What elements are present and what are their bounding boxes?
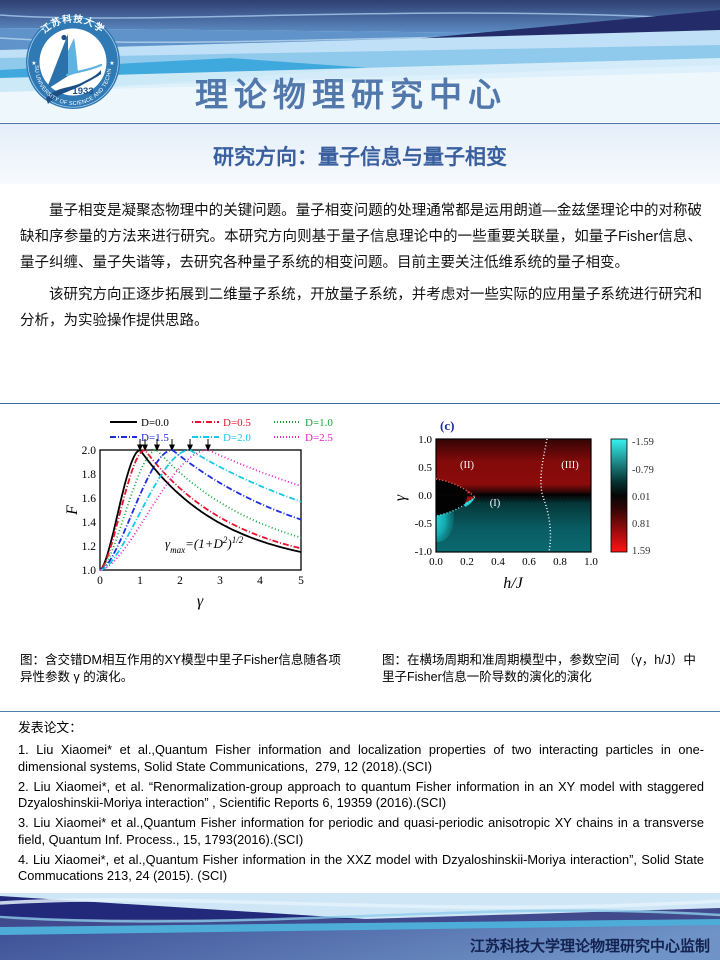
svg-text:1.4: 1.4 <box>82 517 97 529</box>
svg-text:2: 2 <box>177 575 183 587</box>
svg-text:1.0: 1.0 <box>418 434 432 446</box>
svg-text:0.4: 0.4 <box>491 556 505 568</box>
svg-text:D=2.5: D=2.5 <box>305 432 333 444</box>
svg-text:-1.59: -1.59 <box>632 437 654 448</box>
svg-text:(II): (II) <box>460 460 474 471</box>
svg-text:1.0: 1.0 <box>584 556 598 568</box>
svg-text:4: 4 <box>257 575 263 587</box>
svg-text:-0.5: -0.5 <box>415 518 433 530</box>
svg-text:0.8: 0.8 <box>553 556 567 568</box>
svg-text:F: F <box>64 505 81 516</box>
svg-text:D=1.0: D=1.0 <box>305 417 333 429</box>
svg-text:5: 5 <box>298 575 304 587</box>
svg-text:γmax=(1+D2)1/2: γmax=(1+D2)1/2 <box>165 535 244 555</box>
svg-text:0.01: 0.01 <box>632 492 650 503</box>
svg-text:-0.79: -0.79 <box>632 465 654 476</box>
svg-text:2.0: 2.0 <box>82 445 97 457</box>
svg-text:h/J: h/J <box>503 575 523 592</box>
svg-text:D=2.0: D=2.0 <box>223 432 251 444</box>
svg-text:1.59: 1.59 <box>632 546 650 557</box>
svg-text:★: ★ <box>31 60 36 67</box>
svg-text:0: 0 <box>97 575 103 587</box>
svg-text:0.0: 0.0 <box>418 490 432 502</box>
svg-text:1.2: 1.2 <box>82 541 97 553</box>
svg-text:D=0.0: D=0.0 <box>141 417 169 429</box>
svg-text:0.2: 0.2 <box>460 556 474 568</box>
svg-text:1.8: 1.8 <box>82 469 97 481</box>
svg-text:D=0.5: D=0.5 <box>223 417 251 429</box>
svg-text:1.0: 1.0 <box>82 565 97 577</box>
svg-text:1.6: 1.6 <box>82 493 97 505</box>
svg-text:0.5: 0.5 <box>418 462 432 474</box>
svg-text:0.6: 0.6 <box>522 556 536 568</box>
svg-text:γ: γ <box>392 494 409 501</box>
svg-text:(III): (III) <box>561 460 579 471</box>
svg-text:0.81: 0.81 <box>632 519 650 530</box>
svg-text:0.0: 0.0 <box>429 556 443 568</box>
svg-text:1933: 1933 <box>72 86 93 97</box>
svg-text:★: ★ <box>109 60 114 67</box>
svg-text:3: 3 <box>217 575 223 587</box>
svg-text:(I): (I) <box>490 498 501 509</box>
svg-text:γ: γ <box>197 593 204 610</box>
svg-text:1: 1 <box>137 575 143 587</box>
svg-text:(c): (c) <box>440 418 454 433</box>
